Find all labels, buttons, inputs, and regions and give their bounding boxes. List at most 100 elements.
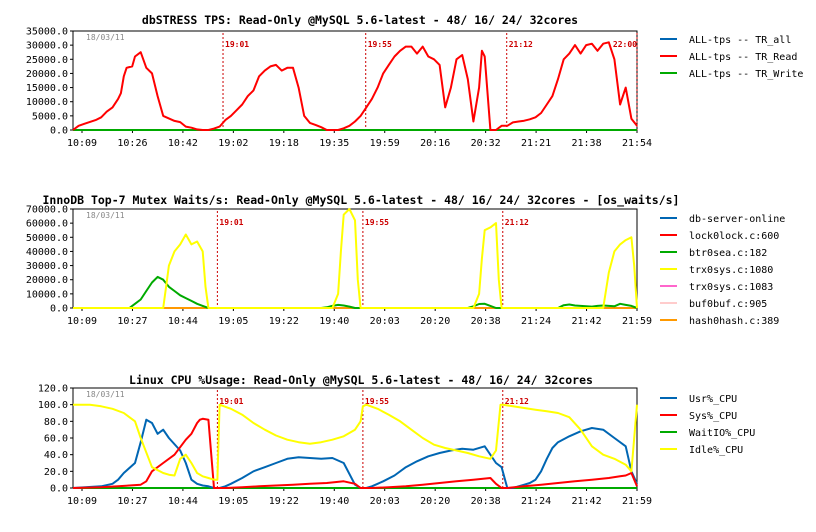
x-tick-label: 19:18 [269, 138, 299, 149]
axes [70, 387, 638, 491]
legend: Usr%_CPU Sys%_CPU WaitIO%_CPU Idle%_CPU [660, 394, 755, 456]
x-tick-label: 21:21 [521, 138, 551, 149]
time-markers: 19:01 19:55 21:12 22:00 [222, 33, 638, 130]
x-tick-label: 20:16 [420, 138, 450, 149]
legend-label: Usr%_CPU [689, 394, 737, 405]
series-lines [72, 403, 638, 489]
x-tick-label: 10:44 [168, 496, 198, 507]
time-marker-label: 19:01 [219, 218, 243, 227]
x-tick-label: 21:59 [622, 496, 652, 507]
y-tick-label: 80.0 [44, 417, 68, 428]
tps-chart: dbSTRESS TPS: Read-Only @MySQL 5.6-lates… [26, 13, 804, 149]
series-lines [73, 208, 638, 309]
x-tick-label: 21:59 [622, 316, 652, 327]
legend-label: hash0hash.c:389 [689, 316, 779, 327]
x-tick-label: 10:27 [117, 316, 147, 327]
x-tick-label: 20:32 [471, 138, 501, 149]
x-tick-label: 21:42 [571, 496, 601, 507]
x-tick-label: 19:35 [319, 138, 349, 149]
time-marker-label: 22:00 [613, 40, 637, 49]
series-line [72, 417, 638, 489]
time-marker-label: 21:12 [509, 40, 533, 49]
x-tick-label: 21:54 [622, 138, 652, 149]
x-tick-label: 20:20 [420, 496, 450, 507]
y-tick-label: 40000.0 [26, 247, 68, 258]
date-label: 18/03/11 [86, 390, 125, 399]
x-tick-label: 10:27 [117, 496, 147, 507]
y-tick-label: 40.0 [44, 450, 68, 461]
x-tick-label: 19:22 [269, 496, 299, 507]
date-label: 18/03/11 [86, 33, 125, 42]
series-line [73, 403, 638, 481]
legend-label: btr0sea.c:182 [689, 248, 767, 259]
legend-label: trx0sys.c:1083 [689, 282, 773, 293]
x-tick-label: 10:09 [67, 316, 97, 327]
series-line [73, 208, 638, 309]
plot-frame [72, 30, 638, 131]
x-tick-label: 10:42 [168, 138, 198, 149]
axes [70, 208, 638, 311]
x-tick-label: 20:03 [370, 496, 400, 507]
legend-label: WaitIO%_CPU [689, 428, 755, 439]
x-tick-label: 19:02 [218, 138, 248, 149]
y-tick-label: 0.0 [50, 484, 68, 495]
x-tick-label: 10:09 [67, 138, 97, 149]
x-tick-label: 21:24 [521, 316, 551, 327]
y-tick-label: 15000.0 [26, 83, 68, 94]
y-tick-label: 10000.0 [26, 289, 68, 300]
tick-labels: 0.0 5000.0 10000.0 15000.0 20000.0 25000.0 300… [26, 27, 652, 150]
x-tick-label: 20:38 [471, 316, 501, 327]
x-tick-label: 19:05 [218, 316, 248, 327]
x-tick-label: 19:59 [370, 138, 400, 149]
legend-label: db-server-online [689, 214, 785, 225]
time-markers: 19:01 19:55 21:12 [216, 211, 529, 308]
tick-labels: 0.0 20.0 40.0 60.0 80.0 100.0 120.0 10:09 10:27 1… [38, 384, 652, 508]
x-tick-label: 10:44 [168, 316, 198, 327]
chart-title: Linux CPU %Usage: Read-Only @MySQL 5.6-l… [129, 373, 593, 387]
y-tick-label: 60.0 [44, 434, 68, 445]
y-tick-label: 30000.0 [26, 261, 68, 272]
legend-label: ALL-tps -- TR_Write [689, 69, 803, 80]
y-tick-label: 30000.0 [26, 41, 68, 52]
x-tick-label: 19:22 [269, 316, 299, 327]
y-tick-label: 35000.0 [26, 27, 68, 38]
y-tick-label: 10000.0 [26, 97, 68, 108]
legend-label: ALL-tps -- TR_all [689, 35, 791, 46]
y-tick-label: 120.0 [38, 384, 68, 395]
y-tick-label: 5000.0 [32, 111, 68, 122]
y-tick-label: 50000.0 [26, 233, 68, 244]
chart-title: InnoDB Top-7 Mutex Waits/s: Read-Only @M… [43, 193, 680, 208]
y-tick-label: 25000.0 [26, 55, 68, 66]
y-tick-label: 60000.0 [26, 219, 68, 230]
y-tick-label: 70000.0 [26, 205, 68, 216]
time-marker-label: 19:01 [219, 397, 243, 406]
legend-label: buf0buf.c:905 [689, 299, 767, 310]
legend-label: trx0sys.c:1080 [689, 265, 773, 276]
x-tick-label: 20:38 [471, 496, 501, 507]
time-marker-label: 21:12 [505, 218, 529, 227]
plot-frame [72, 387, 638, 489]
date-label: 18/03/11 [86, 211, 125, 220]
y-tick-label: 0.0 [50, 126, 68, 137]
series-lines [72, 41, 638, 131]
time-marker-label: 19:55 [368, 40, 392, 49]
time-marker-label: 19:01 [225, 40, 249, 49]
series-line [72, 41, 638, 131]
x-tick-label: 10:09 [67, 496, 97, 507]
mutex-chart: InnoDB Top-7 Mutex Waits/s: Read-Only @M… [26, 193, 785, 327]
cpu-chart: Linux CPU %Usage: Read-Only @MySQL 5.6-l… [38, 373, 755, 507]
time-marker-label: 19:55 [365, 218, 389, 227]
time-marker-label: 19:55 [365, 397, 389, 406]
tick-labels: 0.0 10000.0 20000.0 30000.0 40000.0 50000.0 60… [26, 205, 652, 328]
y-tick-label: 20000.0 [26, 275, 68, 286]
y-tick-label: 0.0 [50, 304, 68, 315]
legend-label: ALL-tps -- TR_Read [689, 52, 797, 63]
x-tick-label: 19:40 [319, 496, 349, 507]
x-tick-label: 19:05 [218, 496, 248, 507]
y-tick-label: 100.0 [38, 400, 68, 411]
y-tick-label: 20000.0 [26, 69, 68, 80]
x-tick-label: 21:38 [571, 138, 601, 149]
x-tick-label: 20:03 [370, 316, 400, 327]
legend-label: Idle%_CPU [689, 445, 743, 456]
